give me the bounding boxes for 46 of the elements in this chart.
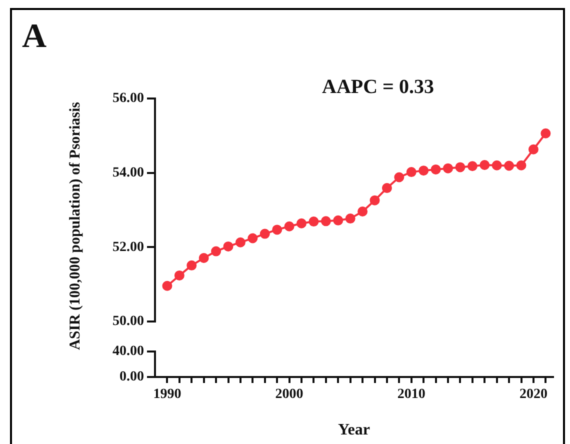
x-tick-label: 2020 bbox=[519, 387, 548, 402]
x-tick-label: 1990 bbox=[153, 387, 182, 402]
point bbox=[211, 246, 222, 256]
y-tick-label: 54.00 bbox=[112, 165, 144, 180]
point bbox=[455, 162, 466, 172]
y-tick-label: 50.00 bbox=[112, 314, 144, 330]
point bbox=[272, 224, 282, 235]
point bbox=[394, 172, 404, 182]
text: AAPC = 0.33 bbox=[322, 76, 434, 99]
y-tick-label: 56.00 bbox=[112, 91, 144, 106]
point bbox=[248, 233, 258, 244]
y-tick-label: 40.00 bbox=[112, 344, 144, 360]
point bbox=[235, 237, 246, 248]
point bbox=[430, 164, 441, 174]
point bbox=[284, 221, 294, 232]
point bbox=[198, 252, 209, 263]
point bbox=[443, 163, 454, 174]
y-tick-label: 0.00 bbox=[120, 370, 144, 385]
point bbox=[480, 160, 490, 170]
point bbox=[186, 260, 197, 270]
x-tick-label: 2000 bbox=[275, 387, 304, 402]
point bbox=[345, 214, 356, 224]
point bbox=[308, 216, 319, 227]
point bbox=[333, 215, 344, 226]
point bbox=[504, 160, 514, 171]
point bbox=[418, 166, 429, 176]
point bbox=[382, 183, 392, 194]
x-axis-title: Year bbox=[338, 422, 370, 439]
point bbox=[492, 160, 502, 170]
point bbox=[540, 128, 551, 138]
point bbox=[174, 270, 184, 280]
point bbox=[320, 216, 331, 226]
point bbox=[296, 218, 307, 228]
point bbox=[516, 160, 526, 170]
point bbox=[528, 144, 538, 154]
y-tick-label: 52.00 bbox=[112, 240, 144, 255]
text: A bbox=[22, 18, 47, 56]
point bbox=[223, 241, 234, 252]
point bbox=[370, 195, 380, 206]
point bbox=[260, 228, 270, 239]
x-tick-label: 2010 bbox=[397, 387, 426, 402]
point bbox=[406, 167, 416, 178]
point bbox=[358, 206, 368, 216]
point bbox=[162, 280, 172, 291]
y-axis-title: ASIR (100,000 population) of Psoriasis bbox=[68, 102, 84, 350]
point bbox=[467, 161, 478, 172]
